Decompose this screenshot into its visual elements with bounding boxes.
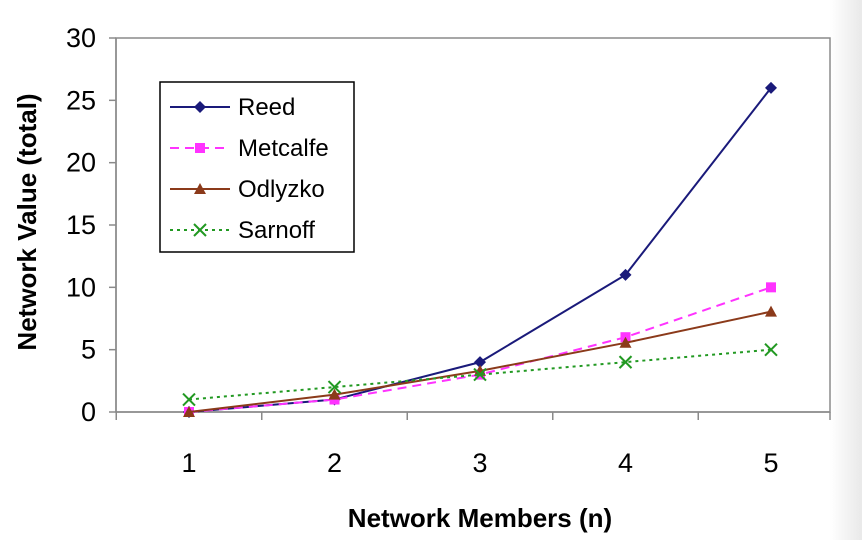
y-tick-label: 15 [66,210,96,240]
legend-item-metcalfe: Metcalfe [170,135,329,162]
page-edge-shade [830,0,862,540]
series-odlyzko [183,305,777,417]
legend-label-reed: Reed [238,94,295,121]
x-axis: 1 2 3 4 5 [115,411,831,478]
legend-box [159,81,355,253]
x-tick-label: 3 [472,448,487,478]
data-point-sarnoff-stroke-b [764,342,778,357]
data-point-reed [765,81,777,94]
data-point-odlyzko [328,388,341,400]
legend-label-sarnoff: Sarnoff [238,217,315,244]
y-tick-label: 30 [66,23,96,53]
data-point-odlyzko [765,305,777,317]
data-point-sarnoff [764,342,778,357]
series-sarnoff [182,342,778,407]
legend: Reed Metcalfe Odlyzko Sarnoff [159,81,355,253]
data-point-sarnoff-stroke-b [618,355,633,369]
data-point-odlyzko [474,364,486,376]
data-point-sarnoff-stroke-b [327,380,342,394]
legend-item-odlyzko: Odlyzko [170,176,325,203]
data-point-reed [619,268,632,281]
legend-item-reed: Reed [170,94,295,121]
y-tick-label: 5 [81,335,96,365]
y-tick-label: 10 [66,272,96,302]
data-point-sarnoff-stroke-b [473,367,487,382]
data-point-sarnoff [327,380,342,394]
y-axis: 0 5 10 15 20 25 30 [66,23,117,427]
legend-marker-sarnoff-stroke-b [193,223,207,237]
legend-marker-sarnoff [193,223,207,237]
y-tick-label: 20 [66,148,96,178]
legend-marker-metcalfe [195,143,205,153]
legend-label-odlyzko: Odlyzko [238,176,325,203]
legend-item-sarnoff: Sarnoff [170,217,315,244]
x-axis-title: Network Members (n) [348,503,612,533]
data-point-sarnoff-stroke-b [182,392,196,407]
series-layer [182,81,778,418]
data-point-odlyzko [183,406,195,417]
data-point-sarnoff [473,367,487,382]
data-point-reed [474,356,486,369]
y-axis-title: Network Value (total) [12,93,42,350]
data-point-odlyzko [619,336,632,348]
data-point-sarnoff [618,355,633,369]
x-tick-label: 5 [763,448,778,478]
data-point-sarnoff [182,392,196,407]
legend-marker-odlyzko [194,183,206,194]
data-point-metcalfe [766,282,776,293]
legend-label-metcalfe: Metcalfe [238,135,329,162]
legend-marker-reed [194,101,206,113]
y-tick-label: 25 [66,85,96,115]
x-tick-label: 1 [181,448,196,478]
y-tick-label: 0 [81,397,96,427]
x-tick-label: 2 [327,448,342,478]
x-tick-label: 4 [618,448,633,478]
